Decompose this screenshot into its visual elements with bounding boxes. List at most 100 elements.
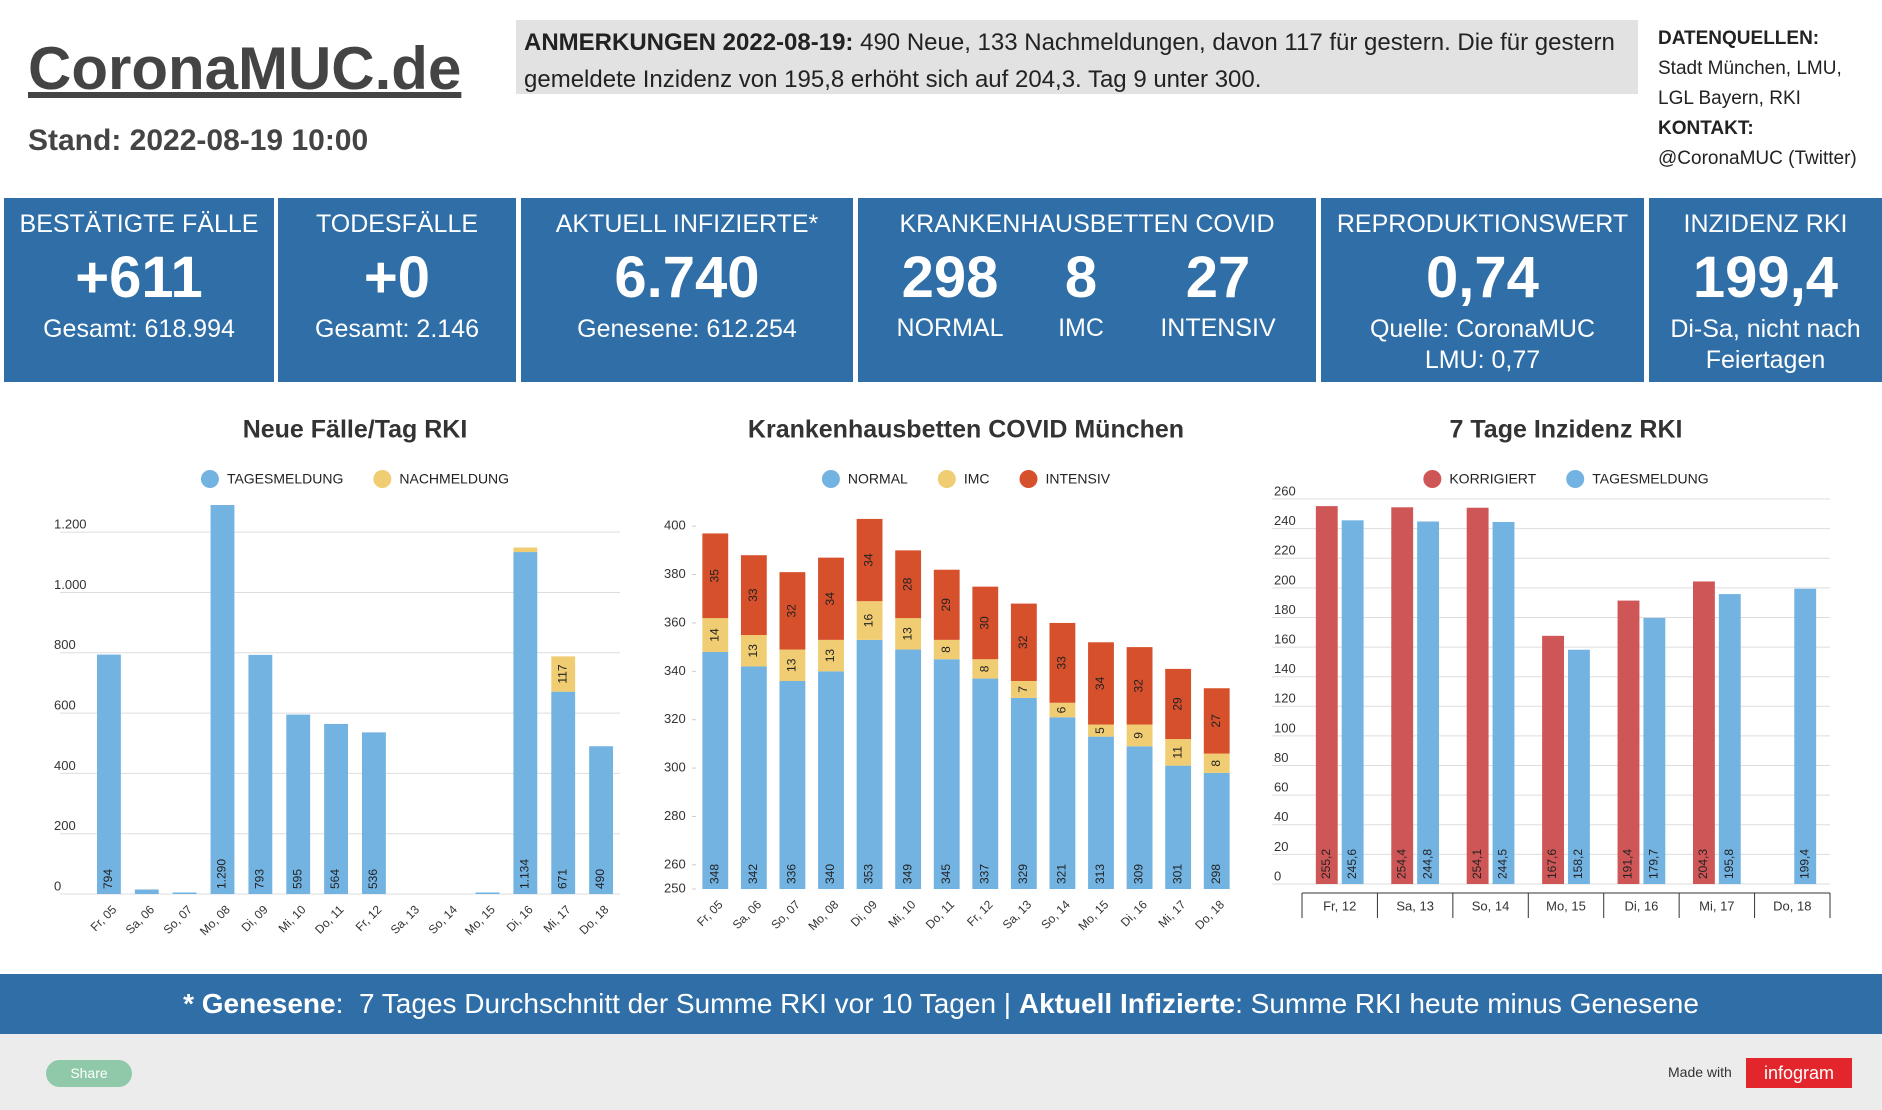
value-label: 204,3 xyxy=(1696,849,1710,879)
kpi-value: 8 xyxy=(1064,245,1098,310)
value-label: 321 xyxy=(1055,864,1069,884)
bar xyxy=(551,656,576,692)
bar xyxy=(1088,724,1114,737)
x-tick-label: So, 14 xyxy=(1038,897,1073,932)
value-label: 301 xyxy=(1170,864,1184,884)
value-label: 30 xyxy=(977,616,991,630)
value-label: 1.290 xyxy=(215,859,229,889)
kpi-label: NORMAL xyxy=(896,314,1004,342)
kpi-value: 27 xyxy=(1185,245,1251,310)
bar xyxy=(1617,600,1640,884)
x-tick-label: Mi, 17 xyxy=(1155,897,1188,930)
value-label: 245,6 xyxy=(1345,849,1359,879)
bar xyxy=(818,671,844,889)
notes-box: ANMERKUNGEN 2022-08-19: 490 Neue, 133 Na… xyxy=(516,20,1638,94)
kpi-label: INTENSIV xyxy=(1160,314,1276,342)
bar xyxy=(513,547,538,553)
y-tick-label: 340 xyxy=(664,663,686,678)
share-button[interactable]: Share xyxy=(46,1060,132,1087)
kpi-value: +611 xyxy=(75,245,203,310)
kpi-title: AKTUELL INFIZIERTE* xyxy=(555,210,819,238)
value-label: 8 xyxy=(939,646,953,653)
y-tick-label: 120 xyxy=(1274,691,1296,706)
value-label: 13 xyxy=(785,658,799,672)
site-title: CoronaMUC.de xyxy=(28,35,462,102)
bar xyxy=(1165,765,1192,889)
y-tick-label: 160 xyxy=(1274,632,1296,647)
x-tick-label: Mo, 15 xyxy=(462,902,498,938)
y-tick-label: 360 xyxy=(664,614,686,629)
value-label: 336 xyxy=(785,864,799,884)
kpi-tile: AKTUELL INFIZIERTE* 6.740 Genesene: 612.25… xyxy=(521,198,853,382)
value-label: 27 xyxy=(1209,714,1223,728)
x-tick-label: Fr, 05 xyxy=(694,897,726,929)
legend-swatch xyxy=(1423,470,1442,488)
bar xyxy=(1165,668,1192,740)
bar xyxy=(933,639,960,660)
value-label: 195,8 xyxy=(1722,849,1736,879)
bar xyxy=(1341,520,1364,884)
value-label: 793 xyxy=(253,869,267,889)
kpi-sub: Gesamt: 2.146 xyxy=(315,315,479,343)
chart-title: 7 Tage Inzidenz RKI xyxy=(1450,416,1683,444)
value-label: 255,2 xyxy=(1319,849,1333,879)
kpi-tile: INZIDENZ RKI 199,4 Di-Sa, nicht nach Feiert… xyxy=(1649,198,1882,382)
bar xyxy=(895,618,922,650)
value-label: 167,6 xyxy=(1545,849,1559,879)
bar xyxy=(551,691,576,894)
value-label: 345 xyxy=(939,864,953,884)
bar xyxy=(895,550,922,619)
x-tick-label: Mi, 10 xyxy=(885,897,918,930)
y-tick-label: 600 xyxy=(54,698,76,713)
footer-part: : 7 Tages Durchschnitt der Summe RKI vor… xyxy=(335,988,1019,1019)
legend: TAGESMELDUNG NACHMELDUNG xyxy=(200,470,509,488)
y-tick-label: 220 xyxy=(1274,543,1296,558)
x-tick-label: Fr, 12 xyxy=(353,902,385,934)
bar xyxy=(1542,635,1564,884)
kpi-value: +0 xyxy=(363,245,431,310)
bar xyxy=(1794,588,1817,884)
value-label: 313 xyxy=(1093,864,1107,884)
value-label: 254,4 xyxy=(1394,849,1408,879)
kpi-title: BESTÄTIGTE FÄLLE xyxy=(19,210,259,238)
x-tick-label: Di, 16 xyxy=(1118,897,1150,929)
value-label: 13 xyxy=(746,644,760,658)
bar xyxy=(172,892,197,894)
footer-part: * Genesene xyxy=(183,988,336,1019)
bar xyxy=(1417,521,1440,884)
value-label: 34 xyxy=(1093,676,1107,690)
bar xyxy=(1203,753,1230,773)
x-tick-label: Sa, 06 xyxy=(123,902,158,937)
value-label: 35 xyxy=(707,569,721,583)
value-label: 29 xyxy=(1170,697,1184,711)
kpi-label: IMC xyxy=(1058,314,1104,342)
made-with: Made with xyxy=(1668,1064,1732,1080)
x-tick-label: Di, 16 xyxy=(504,902,536,934)
kpi-sub: Di-Sa, nicht nach xyxy=(1670,315,1861,343)
value-label: 11 xyxy=(1170,746,1184,759)
legend: KORRIGIERT TAGESMELDUNG xyxy=(1423,470,1709,488)
x-tick-label: Fr, 05 xyxy=(88,902,120,934)
legend: NORMAL IMC INTENSIV xyxy=(821,470,1111,488)
footer-part: Aktuell Infizierte xyxy=(1018,988,1236,1019)
bar xyxy=(324,723,348,894)
bar xyxy=(740,635,767,667)
value-label: 353 xyxy=(862,864,876,884)
value-label: 595 xyxy=(290,869,304,889)
bar xyxy=(1203,688,1230,754)
bar xyxy=(1126,647,1153,725)
y-tick-label: 1.200 xyxy=(54,517,87,532)
y-tick-label: 400 xyxy=(664,518,686,533)
bar xyxy=(1049,717,1076,889)
value-label: 9 xyxy=(1132,732,1146,739)
kpi-sub: LMU: 0,77 xyxy=(1424,346,1541,374)
bar xyxy=(210,505,235,894)
x-tick-label: Sa, 13 xyxy=(1000,897,1035,932)
kpi-title: REPRODUKTIONSWERT xyxy=(1336,210,1629,238)
y-tick-label: 380 xyxy=(664,566,686,581)
bar xyxy=(1718,594,1741,884)
contact: @CoronaMUC (Twitter) xyxy=(1658,148,1857,169)
bar xyxy=(248,654,273,894)
bar xyxy=(1692,581,1715,884)
